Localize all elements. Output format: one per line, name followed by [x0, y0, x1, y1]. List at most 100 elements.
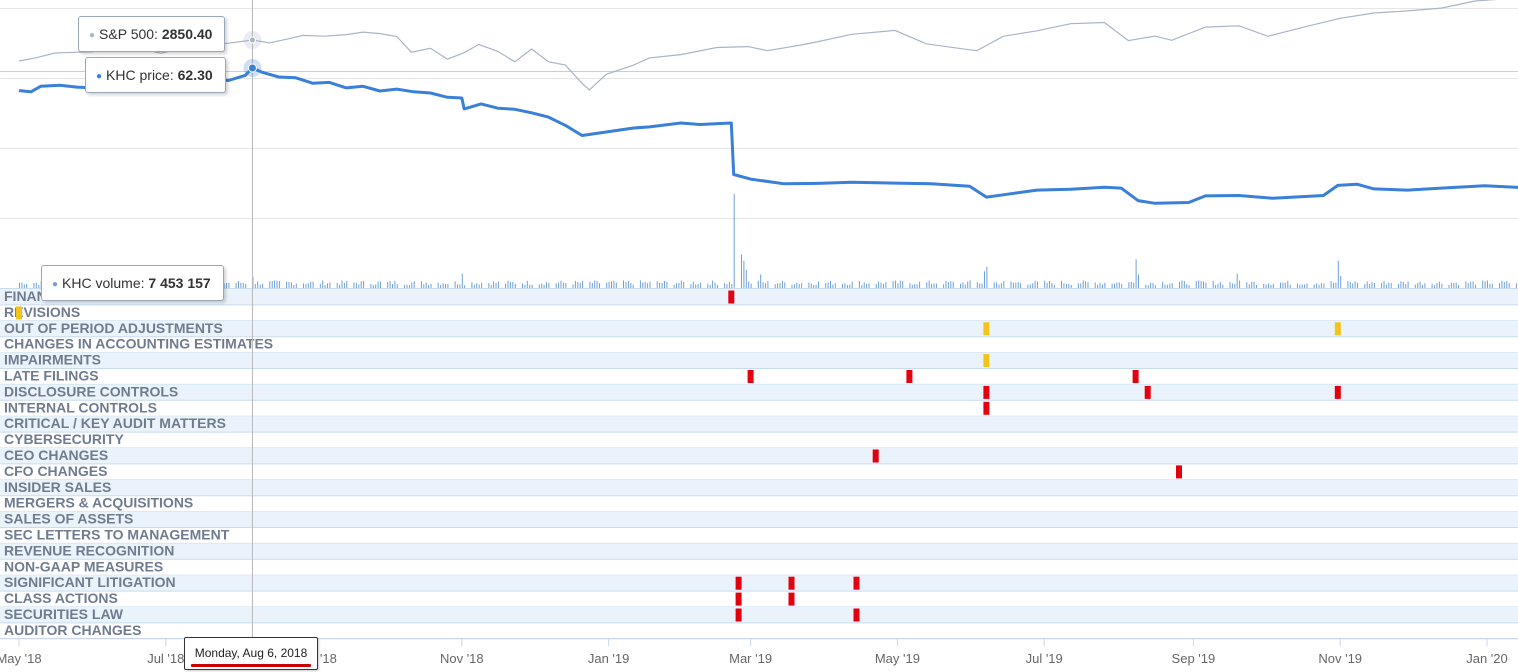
volume-bar — [276, 280, 278, 288]
volume-bar — [1219, 282, 1221, 288]
volume-bar — [481, 282, 483, 288]
event-marker[interactable] — [853, 608, 860, 622]
event-marker[interactable] — [853, 576, 860, 590]
event-marker[interactable] — [735, 592, 742, 606]
volume-bar — [33, 283, 35, 288]
volume-bar — [846, 284, 848, 288]
volume-bar — [445, 284, 446, 288]
volume-bar — [1188, 285, 1190, 288]
volume-bar — [911, 284, 913, 288]
volume-bar — [541, 283, 543, 288]
volume-bar — [1320, 283, 1322, 288]
volume-bar — [375, 284, 377, 288]
volume-bar — [632, 284, 634, 288]
volume-bar — [411, 282, 413, 288]
volume-bar — [524, 284, 526, 288]
volume-bar — [1373, 283, 1375, 288]
volume-bar — [716, 284, 718, 288]
volume-bar — [741, 254, 742, 288]
volume-bar — [858, 281, 860, 288]
volume-bar — [1063, 283, 1065, 288]
event-marker[interactable] — [983, 401, 990, 415]
volume-bar — [1299, 284, 1301, 288]
volume-bar — [1065, 283, 1067, 288]
volume-bar — [661, 283, 663, 288]
volume-bar — [733, 194, 735, 288]
volume-bar — [608, 281, 610, 288]
event-marker[interactable] — [788, 576, 795, 590]
volume-bar — [750, 283, 752, 288]
volume-bar — [377, 281, 379, 288]
event-marker[interactable] — [788, 592, 795, 606]
volume-bar — [512, 282, 514, 288]
volume-bar — [1489, 284, 1491, 288]
volume-bar — [952, 281, 954, 288]
x-tick-label: Mar '19 — [729, 651, 772, 666]
event-marker[interactable] — [16, 306, 22, 320]
event-marker[interactable] — [1176, 465, 1182, 479]
volume-bar — [1246, 282, 1248, 288]
volume-bar — [1034, 280, 1036, 288]
volume-bar — [692, 281, 694, 288]
price-dot-icon: ● — [96, 71, 103, 82]
volume-bar — [842, 284, 843, 288]
volume-bar — [322, 280, 324, 288]
volume-bar — [1371, 282, 1373, 288]
event-marker[interactable] — [747, 370, 754, 383]
volume-bar — [1085, 281, 1087, 288]
volume-bar — [1162, 282, 1164, 288]
volume-bar — [781, 280, 783, 288]
volume-bar — [1239, 280, 1241, 288]
event-row-label: CRITICAL / KEY AUDIT MATTERS — [4, 415, 226, 431]
event-row-label: CFO CHANGES — [4, 463, 107, 479]
volume-bar — [849, 284, 851, 288]
volume-bar — [899, 280, 901, 288]
event-marker[interactable] — [1334, 322, 1341, 336]
volume-bar — [1472, 281, 1474, 288]
sp500-hover-point — [248, 36, 256, 44]
volume-bar — [1484, 281, 1486, 288]
event-row-band — [0, 479, 1518, 496]
volume-bar — [760, 274, 762, 288]
event-marker[interactable] — [1334, 385, 1341, 399]
volume-bar — [1438, 281, 1440, 288]
volume-bar — [914, 284, 916, 288]
event-marker[interactable] — [1132, 370, 1139, 383]
volume-bar — [606, 282, 608, 288]
volume-bar — [1080, 283, 1082, 288]
volume-bar — [1104, 282, 1106, 288]
volume-bar — [478, 284, 480, 288]
grid-lines — [0, 8, 1518, 219]
volume-tooltip: ● KHC volume: 7 453 157 — [41, 265, 224, 301]
event-marker[interactable] — [728, 290, 735, 304]
volume-bar — [1183, 280, 1185, 288]
event-marker[interactable] — [735, 608, 742, 622]
volume-bar — [21, 282, 23, 288]
volume-bar — [863, 282, 865, 288]
volume-bar — [697, 284, 699, 288]
volume-bar — [363, 280, 365, 288]
event-marker[interactable] — [983, 354, 990, 368]
event-marker[interactable] — [983, 385, 990, 399]
volume-bar — [926, 282, 928, 288]
volume-bar — [1222, 284, 1224, 288]
volume-bar — [690, 284, 692, 288]
volume-bar — [875, 284, 877, 288]
volume-bar — [745, 269, 747, 288]
event-marker[interactable] — [1144, 385, 1151, 399]
volume-bar — [238, 281, 239, 288]
event-row-band — [0, 320, 1518, 337]
event-row-label: SALES OF ASSETS — [4, 511, 133, 527]
volume-bar — [1458, 285, 1460, 288]
event-marker[interactable] — [872, 449, 879, 463]
volume-bar — [1164, 284, 1166, 288]
volume-bar — [1256, 285, 1257, 288]
event-marker[interactable] — [735, 576, 742, 590]
volume-bar — [392, 284, 393, 288]
volume-bar — [1515, 283, 1517, 288]
event-marker[interactable] — [906, 370, 913, 383]
volume-bar — [1012, 282, 1014, 288]
volume-bar — [728, 281, 730, 288]
volume-bar — [647, 283, 649, 288]
event-marker[interactable] — [983, 322, 990, 336]
